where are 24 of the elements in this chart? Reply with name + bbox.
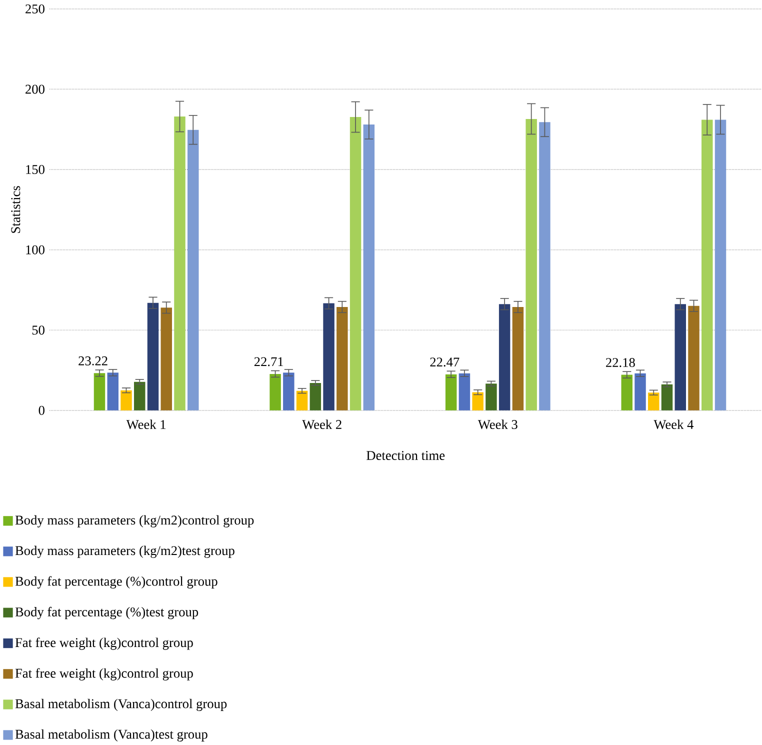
x-tick-label: Week 3 [478,420,518,430]
y-tick-label: 150 [26,165,44,174]
y-tick-label: 200 [26,84,44,94]
y-tick-label: 250 [26,4,44,14]
x-tick-label: Week 2 [302,420,342,430]
legend-label: Basal metabolism (Vanca)control group [15,698,227,712]
x-tick-label: Week 4 [654,420,694,430]
x-axis-title: Detection time [366,451,445,460]
y-tick-label: 100 [26,245,44,254]
legend-label: Body mass parameters (kg/m2)test group [15,546,234,558]
legend-label: Fat free weight (kg)control group [15,638,193,650]
y-axis-title: Statistics [11,186,20,233]
data-label: 22.47 [430,358,460,367]
legend-label: Body fat percentage (%)control group [15,576,218,589]
data-label: 23.22 [78,356,108,366]
y-tick-label: 0 [38,406,44,415]
legend-label: Body fat percentage (%)test group [15,606,198,620]
legend-label: Basal metabolism (Vanca)test group [15,729,208,742]
y-tick-label: 50 [32,326,44,335]
legend-label: Body mass parameters (kg/m2)control group [15,515,254,528]
legend-label: Fat free weight (kg)control group [15,668,193,681]
data-label: 22.71 [254,357,284,366]
x-tick-label: Week 1 [126,420,166,430]
data-label: 22.18 [606,358,635,368]
